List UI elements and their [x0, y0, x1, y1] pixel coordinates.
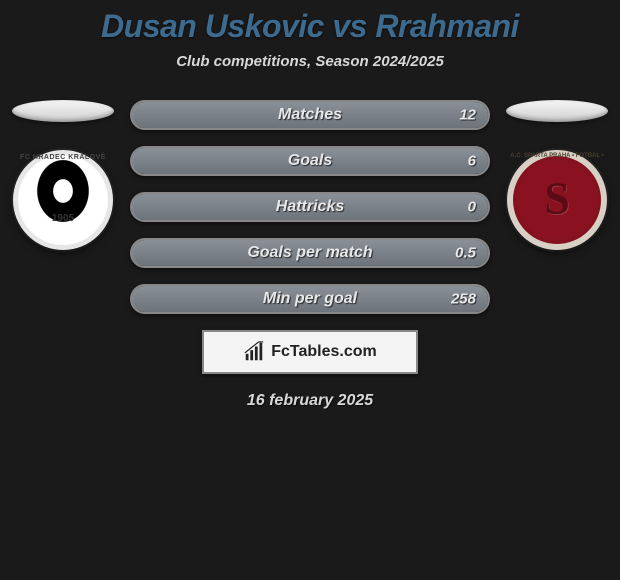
stat-row-goals: Goals 6	[130, 146, 490, 176]
right-side	[502, 100, 612, 250]
right-player-ellipse	[506, 100, 608, 122]
stat-label: Goals	[288, 152, 332, 170]
stat-value-right: 6	[468, 153, 476, 170]
stat-label: Goals per match	[247, 244, 372, 262]
brand-chart-icon	[243, 341, 265, 363]
page-title: Dusan Uskovic vs Rrahmani	[0, 8, 620, 45]
right-club-crest	[507, 150, 607, 250]
stat-label: Hattricks	[276, 198, 344, 216]
stat-label: Matches	[278, 106, 342, 124]
stat-row-matches: Matches 12	[130, 100, 490, 130]
left-club-crest	[13, 150, 113, 250]
brand-box[interactable]: FcTables.com	[202, 330, 418, 374]
stat-value-right: 12	[459, 107, 476, 124]
stat-value-right: 258	[451, 291, 476, 308]
left-player-ellipse	[12, 100, 114, 122]
page-subtitle: Club competitions, Season 2024/2025	[0, 53, 620, 70]
generated-date: 16 february 2025	[130, 392, 490, 410]
stat-value-right: 0.5	[455, 245, 476, 262]
stats-bars: Matches 12 Goals 6 Hattricks 0 Goals per…	[118, 100, 502, 410]
comparison-content: Matches 12 Goals 6 Hattricks 0 Goals per…	[0, 100, 620, 410]
brand-text: FcTables.com	[271, 343, 377, 361]
stat-row-hattricks: Hattricks 0	[130, 192, 490, 222]
stat-label: Min per goal	[263, 290, 357, 308]
stat-value-right: 0	[468, 199, 476, 216]
stat-row-goals-per-match: Goals per match 0.5	[130, 238, 490, 268]
left-side	[8, 100, 118, 250]
stat-row-min-per-goal: Min per goal 258	[130, 284, 490, 314]
